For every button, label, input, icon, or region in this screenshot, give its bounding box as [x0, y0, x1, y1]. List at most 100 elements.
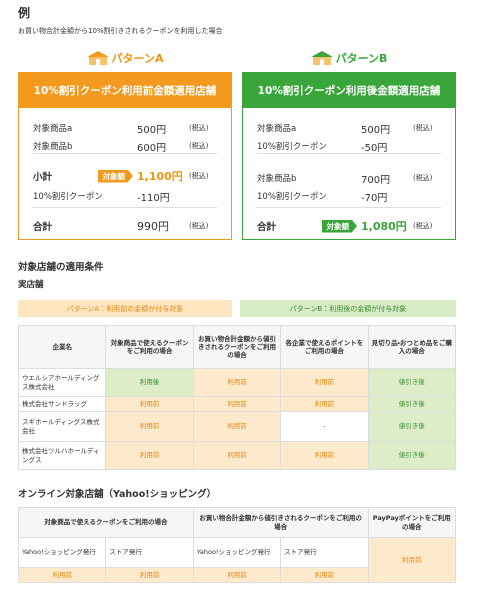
status-cell: 利用前: [192, 396, 282, 412]
row-value: -70円: [361, 192, 388, 204]
header-cell: お買い物合計金額から値引きされるクーポンをご利用の場合: [192, 507, 369, 538]
status-cell: 利用前: [280, 368, 369, 397]
row-label: 対象商品b: [257, 174, 297, 184]
divider: [33, 153, 217, 154]
status-cell: 値引き後: [367, 411, 457, 442]
card-header: 10%割引クーポン利用後金額適用店舗: [242, 72, 456, 108]
divider: [257, 153, 441, 154]
badge: 対象額: [321, 219, 357, 233]
price-row: 10%割引クーポン -110円: [33, 188, 217, 204]
legend-b: パターンB：利用後の金額が付与対象: [240, 300, 456, 317]
status-cell: 値引き後: [367, 396, 457, 412]
badge: 対象額: [97, 169, 133, 183]
card-title-text: パターンA: [111, 52, 164, 65]
row-label: 対象商品b: [33, 142, 73, 152]
row-label: 対象商品a: [33, 124, 73, 134]
header-cell: 各企業で使えるポイントをご利用の場合: [280, 325, 369, 369]
price-row: 対象商品a 500円 (税込): [257, 120, 441, 136]
status-cell: 利用前: [192, 567, 282, 583]
status-cell: 利用前: [192, 368, 282, 397]
company-cell: 株式会社サンドラッグ: [17, 396, 107, 412]
row-label: 10%割引クーポン: [257, 142, 327, 152]
row-value: 700円: [361, 174, 391, 186]
header-row: 企業名 対象商品で使えるクーポンをご利用の場合 お買い物合計金額から値引きされるクー…: [17, 325, 457, 369]
header-cell: 見切り品・おつとめ品をご購入の場合: [367, 325, 457, 369]
row-tax: (税込): [189, 222, 209, 230]
row-value: -110円: [137, 192, 170, 204]
table-row: 株式会社サンドラッグ 利用前 利用前 利用前 値引き後: [17, 396, 457, 412]
card-header: 10%割引クーポン利用前金額適用店舗: [18, 72, 232, 108]
status-cell: 値引き後: [367, 441, 457, 470]
status-cell: 利用前: [192, 411, 282, 442]
table-row: 株式会社ツルハホールディングス 利用前 利用前 利用前 値引き後: [17, 441, 457, 470]
company-cell: 株式会社ツルハホールディングス: [17, 441, 107, 470]
price-row: 対象商品a 500円 (税込): [33, 120, 217, 136]
section-title: 対象店舗の適用条件: [18, 262, 104, 273]
row-value: 500円: [137, 124, 167, 136]
house-icon: [310, 51, 333, 65]
row-value: 1,100円: [137, 170, 183, 183]
card-body: 対象商品a 500円 (税込) 10%割引クーポン -50円対象商品b 700円 (税込) 1…: [242, 108, 456, 240]
row-value: 500円: [361, 124, 391, 136]
row-tax: (税込): [413, 124, 433, 132]
row-value: 600円: [137, 142, 167, 154]
status-cell: 利用前: [192, 441, 282, 470]
store-table: 企業名 対象商品で使えるクーポンをご利用の場合 お買い物合計金額から値引きされるクー…: [17, 325, 457, 470]
price-row: 合計 990円 (税込): [33, 218, 217, 234]
row-label: 対象商品a: [257, 124, 297, 134]
price-row: 対象商品b 700円 (税込): [257, 170, 441, 186]
status-cell: 値引き後: [367, 368, 457, 397]
online-table: 対象商品で使えるクーポンをご利用の場合 お買い物合計金額から値引きされるクーポンを…: [17, 507, 457, 583]
price-row: 10%割引クーポン -70円: [257, 188, 441, 204]
row-value: 1,080円: [361, 220, 407, 233]
sub-cell: ストア発行: [280, 537, 369, 568]
company-cell: ウエルシアホールディングス株式会社: [17, 368, 107, 397]
company-cell: スギホールディングス株式会社: [17, 411, 107, 442]
row-tax: (税込): [413, 222, 433, 230]
header-cell: 対象商品で使えるクーポンをご利用の場合: [18, 507, 194, 538]
row-tax: (税込): [189, 124, 209, 132]
row-tax: (税込): [189, 142, 209, 150]
status-cell: 利用前: [367, 537, 457, 583]
header-cell: 企業名: [17, 325, 107, 369]
card-body: 対象商品a 500円 (税込) 対象商品b 600円 (税込) 小計 対象額 1,100円 (税込…: [18, 108, 232, 240]
status-cell: 利用前: [105, 441, 194, 470]
row-value: -50円: [361, 142, 388, 154]
heading: 例: [18, 6, 31, 20]
price-row: 対象商品b 600円 (税込): [33, 138, 217, 154]
sub-row: Yahoo!ショッピング発行 ストア発行 Yahoo!ショッピング発行 ストア発行 利用…: [17, 537, 457, 583]
status-cell: -: [280, 411, 369, 442]
price-row: 合計 対象額 1,080円 (税込): [257, 218, 441, 234]
legend-a: パターンA：利用前の金額が付与対象: [18, 300, 232, 317]
row-label: 合計: [33, 222, 53, 233]
card-title: パターンB: [242, 50, 456, 66]
subtitle: お買い物合計金額から10%割引きされるクーポンを利用した場合: [18, 27, 223, 35]
status-cell: 利用前: [105, 411, 194, 442]
row-tax: (税込): [413, 174, 433, 182]
section-title: オンライン対象店舗（Yahoo!ショッピング）: [18, 489, 217, 500]
row-value: 990円: [137, 220, 169, 233]
house-icon: [86, 51, 109, 65]
row-label: 小計: [33, 172, 53, 183]
card-title: パターンA: [18, 50, 232, 66]
row-label: 10%割引クーポン: [33, 192, 103, 202]
card: パターンA 10%割引クーポン利用前金額適用店舗 対象商品a 500円 (税込) 対象商品…: [18, 46, 232, 240]
header-cell: PayPayポイントをご利用の場合: [367, 507, 457, 538]
divider: [257, 207, 441, 208]
status-cell: 利用前: [105, 567, 194, 583]
status-cell: 利用前: [280, 441, 369, 470]
card: パターンB 10%割引クーポン利用後金額適用店舗対象商品a 500円 (税込) 10%割…: [242, 46, 456, 240]
divider: [33, 207, 217, 208]
card-title-text: パターンB: [335, 52, 388, 65]
row-label: 10%割引クーポン: [257, 192, 327, 202]
header-cell: 対象商品で使えるクーポンをご利用の場合: [105, 325, 194, 369]
sub-cell: ストア発行: [105, 537, 194, 568]
header-cell: お買い物合計金額から値引きされるクーポンをご利用の場合: [192, 325, 282, 369]
status-cell: 利用前: [280, 396, 369, 412]
table-row: ウエルシアホールディングス株式会社 利用後 利用前 利用前 値引き後: [17, 368, 457, 397]
sub-cell: Yahoo!ショッピング発行: [192, 537, 282, 568]
table-row: スギホールディングス株式会社 利用前 利用前 - 値引き後: [17, 411, 457, 442]
sub-cell: Yahoo!ショッピング発行: [17, 537, 107, 568]
